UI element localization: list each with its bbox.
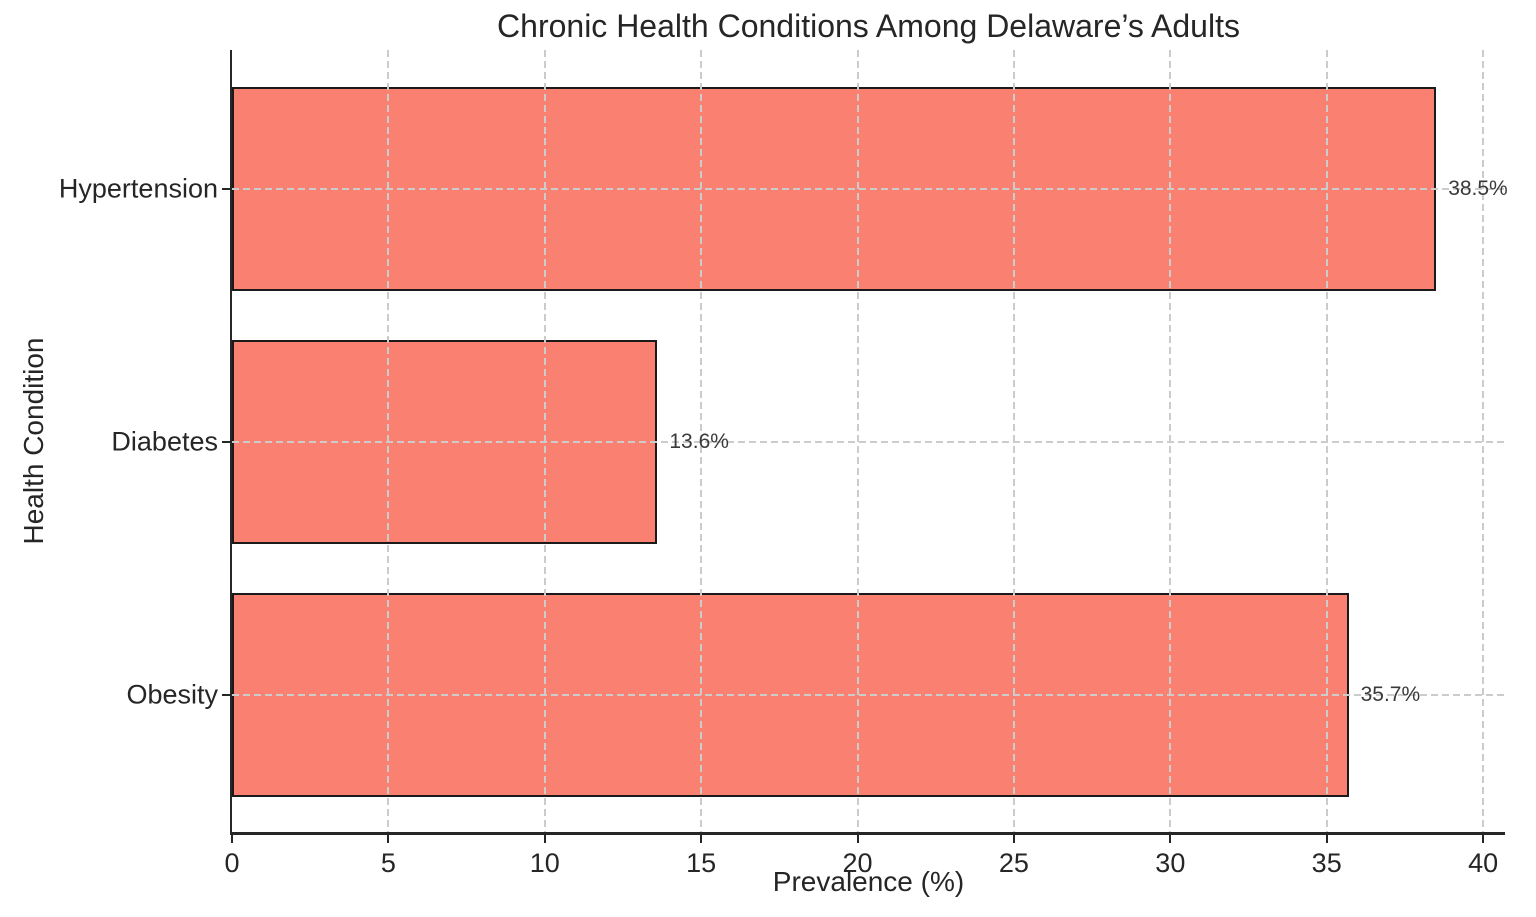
x-tick-mark [856,834,859,843]
bar-value-label: 35.7% [1360,683,1421,706]
y-tick-label: Diabetes [111,426,218,457]
x-tick-mark [1482,834,1485,843]
y-tick-mark [222,441,231,443]
x-tick-mark [700,834,703,843]
gridline-horizontal [232,441,1505,443]
chart-title: Chronic Health Conditions Among Delaware… [497,8,1240,44]
x-tick-mark [231,834,233,843]
bar-value-label: 13.6% [669,430,729,453]
x-tick-label: 30 [1155,848,1186,878]
plot-area: 0 5 10 15 20 25 30 35 40 38.5% Hypertension 13.6% Di… [59,50,1508,878]
x-axis-label: Prevalence (%) [772,866,965,897]
y-axis-label: Health Condition [18,337,49,545]
x-tick-label: 0 [224,848,240,878]
y-tick-mark [222,188,231,190]
x-axis-line [230,832,1505,835]
gridline-horizontal [232,694,1505,696]
x-tick-mark [543,834,546,843]
x-tick-mark [1169,834,1172,843]
y-tick-mark [222,694,231,696]
x-tick-label: 40 [1468,848,1499,878]
x-tick-label: 25 [998,848,1029,878]
x-tick-mark [1325,834,1328,843]
y-tick-label: Hypertension [58,173,218,204]
x-tick-mark [387,834,390,843]
bar-value-label: 38.5% [1448,177,1508,200]
x-tick-label: 20 [842,848,873,878]
x-tick-label: 5 [380,848,396,878]
x-tick-label: 15 [686,848,717,878]
y-axis-line [230,50,232,834]
x-tick-label: 10 [529,848,560,878]
x-tick-mark [1012,834,1015,843]
gridline-horizontal [232,188,1505,190]
y-tick-label: Obesity [126,679,218,710]
x-tick-label: 35 [1311,848,1342,878]
